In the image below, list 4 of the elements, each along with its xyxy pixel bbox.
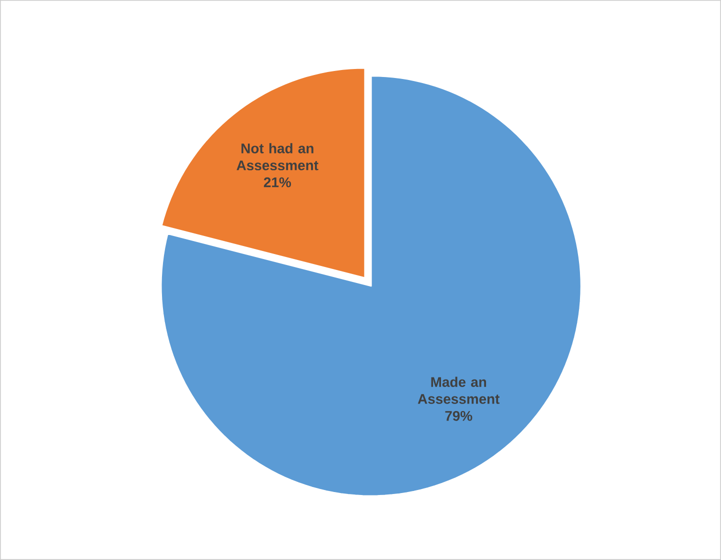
data-label: 79%: [445, 410, 472, 421]
slice-label: Not had an Assessment: [236, 143, 318, 170]
slice-label: Made an Assessment: [418, 376, 500, 404]
data-label: 21%: [264, 177, 291, 188]
